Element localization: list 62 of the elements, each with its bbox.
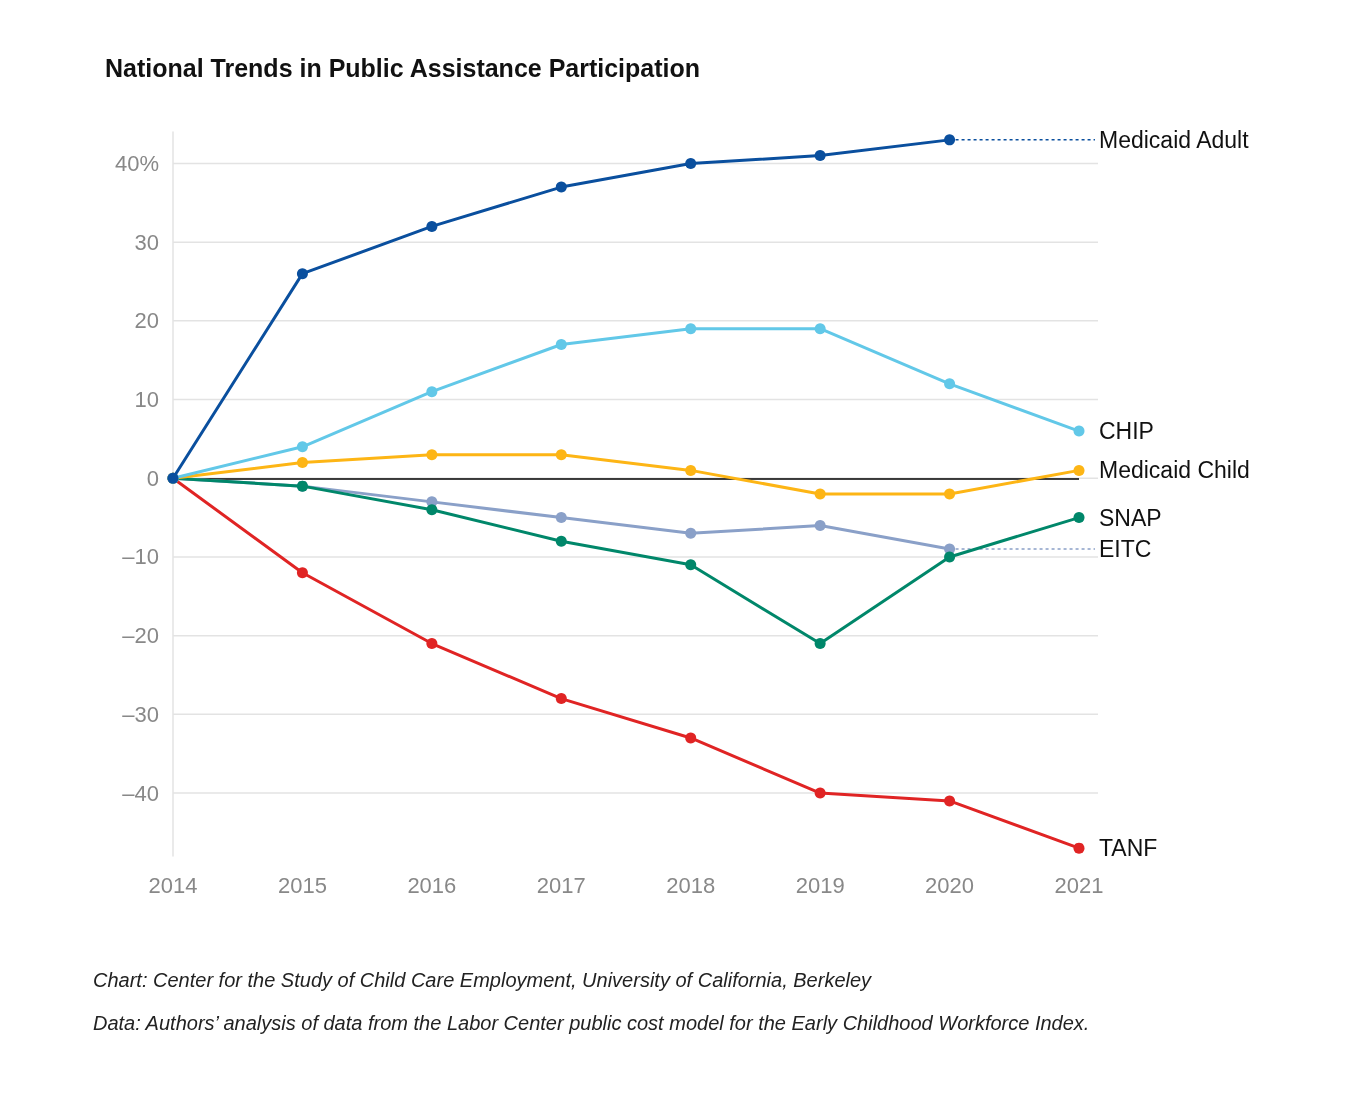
point xyxy=(555,338,567,350)
text: EITC xyxy=(1099,536,1152,563)
point xyxy=(426,638,438,650)
series-label: Medicaid Child xyxy=(1099,457,1250,484)
point xyxy=(685,559,697,571)
y-tick-label: 30 xyxy=(134,229,159,255)
y-tick-label: –40 xyxy=(122,780,159,806)
point xyxy=(944,378,956,390)
series-label: SNAP xyxy=(1099,504,1162,531)
text: Chart: Center for the Study of Child Care Employment, University of California, Berkeley xyxy=(93,969,873,991)
x-tick-label: 2020 xyxy=(925,872,975,898)
point xyxy=(685,732,697,744)
y-tick-label: 0 xyxy=(146,465,159,491)
point xyxy=(944,488,956,500)
y-tick-label: –20 xyxy=(122,623,159,649)
point xyxy=(685,464,697,476)
point xyxy=(814,488,826,500)
point xyxy=(1073,842,1085,854)
y-tick-label: 40% xyxy=(114,150,159,176)
x-tick-label: 2021 xyxy=(1054,872,1104,898)
point xyxy=(814,323,826,335)
text: Medicaid Adult xyxy=(1099,126,1250,153)
point xyxy=(1073,512,1085,524)
y-tick-label: 10 xyxy=(134,387,159,413)
point xyxy=(814,150,826,162)
x-tick-label: 2017 xyxy=(536,872,586,898)
point xyxy=(555,512,567,524)
point xyxy=(685,323,697,335)
x-tick-label: 2014 xyxy=(148,872,198,898)
point xyxy=(296,268,308,280)
point xyxy=(426,386,438,398)
point xyxy=(296,441,308,453)
x-tick-label: 2018 xyxy=(666,872,716,898)
chart-title: National Trends in Public Assistance Participation xyxy=(105,53,701,82)
point xyxy=(685,157,697,169)
point xyxy=(426,449,438,461)
y-tick-label: –30 xyxy=(122,701,159,727)
text: Data: Authors’ analysis of data from the Labor Center public cost model for the Early Childhood Workforce Index. xyxy=(93,1012,1090,1034)
point xyxy=(426,220,438,232)
point xyxy=(555,693,567,705)
point xyxy=(944,795,956,807)
point xyxy=(555,181,567,193)
point xyxy=(426,504,438,516)
series-label: TANF xyxy=(1099,835,1158,862)
point xyxy=(555,535,567,547)
x-tick-label: 2015 xyxy=(277,872,327,898)
series-label: CHIP xyxy=(1099,418,1154,445)
x-tick-label: 2016 xyxy=(407,872,457,898)
point xyxy=(1073,425,1085,437)
point xyxy=(944,551,956,563)
point xyxy=(814,638,826,650)
point xyxy=(685,527,697,539)
point xyxy=(555,449,567,461)
x-tick-label: 2019 xyxy=(795,872,845,898)
y-tick-label: –10 xyxy=(122,544,159,570)
point xyxy=(814,519,826,531)
point xyxy=(296,567,308,579)
y-tick-label: 20 xyxy=(134,308,159,334)
point xyxy=(944,134,956,146)
point xyxy=(296,457,308,469)
point xyxy=(1073,464,1085,476)
point xyxy=(814,787,826,799)
